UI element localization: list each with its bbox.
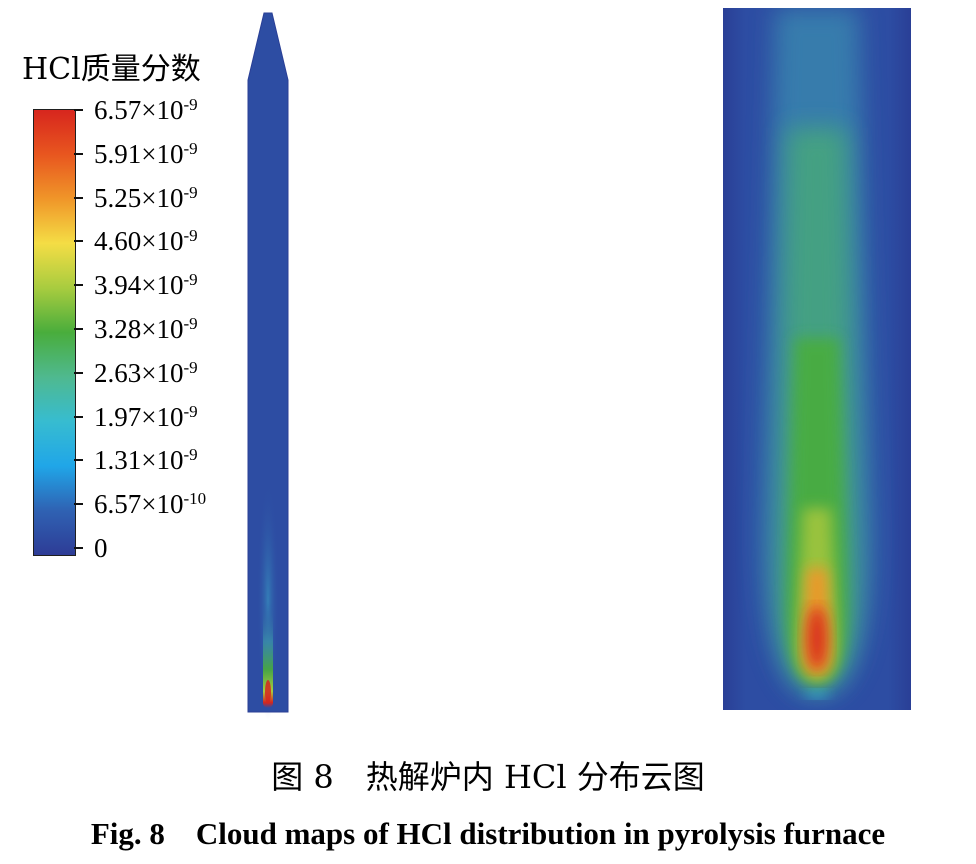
legend-tick-label: 6.57×10-10 — [94, 489, 207, 520]
figure-caption-chinese: 图 8 热解炉内 HCl 分布云图 — [271, 758, 705, 796]
legend-tick-mantissa: 0 — [94, 533, 108, 563]
legend-tick-label: 5.91×10-9 — [94, 138, 198, 169]
legend-tick-mark — [74, 109, 83, 111]
furnace-contour-panel — [723, 8, 911, 710]
legend-tick-label: 2.63×10-9 — [94, 357, 198, 388]
legend-tick-label: 3.28×10-9 — [94, 314, 198, 344]
legend-tick-mantissa: 6.57×10 — [94, 489, 184, 520]
legend-tick-label: 4.60×10-9 — [94, 226, 198, 257]
legend-tick-exponent: -9 — [183, 314, 198, 333]
legend-tick-label: 1.97×10-9 — [94, 401, 198, 432]
legend-tick-mantissa: 6.57×10 — [94, 95, 184, 125]
legend-tick-mantissa: 4.60×10 — [94, 226, 184, 257]
legend-tick-exponent: -9 — [183, 270, 198, 290]
legend-tick-mantissa: 3.94×10 — [94, 270, 184, 301]
legend-colorbar — [33, 109, 76, 556]
legend-tick-mantissa: 1.31×10 — [94, 445, 184, 476]
legend-tick-exponent: -10 — [183, 489, 207, 509]
legend-tick-exponent: -9 — [183, 401, 198, 421]
legend-tick-mark — [74, 196, 83, 199]
legend-tick-mark — [74, 240, 83, 243]
legend-tick-exponent: -9 — [183, 95, 198, 114]
legend-tick-exponent: -9 — [183, 357, 198, 377]
legend-tick-exponent: -9 — [183, 182, 198, 202]
legend-tick-mark — [74, 415, 83, 418]
legend-tick-mantissa: 2.63×10 — [94, 357, 184, 388]
tube-outline — [247, 12, 289, 713]
legend-tick-exponent: -9 — [183, 226, 198, 246]
furnace-plume — [761, 8, 873, 699]
legend-tick-label: 1.31×10-9 — [94, 445, 198, 476]
legend-tick-mantissa: 5.25×10 — [94, 182, 184, 213]
tube-plume — [263, 430, 273, 708]
legend-tick-mantissa: 5.91×10 — [94, 138, 184, 169]
legend-tick-exponent: -9 — [183, 138, 198, 158]
legend-tick-mark — [74, 328, 83, 330]
figure-caption-english: Fig. 8 Cloud maps of HCl distribution in… — [90, 816, 886, 851]
legend-tick-label: 6.57×10-9 — [94, 95, 198, 125]
legend-tick-label: 5.25×10-9 — [94, 182, 198, 213]
legend-tick-mantissa: 1.97×10 — [94, 401, 184, 432]
legend-tick-mark — [74, 284, 83, 287]
legend-tick-mark — [74, 547, 83, 549]
legend-tick-mark — [74, 459, 83, 462]
legend-tick-mark — [74, 371, 83, 374]
legend-tick-mantissa: 3.28×10 — [94, 314, 184, 344]
legend-tick-exponent: -9 — [183, 445, 198, 465]
legend-tick-mark — [74, 503, 83, 506]
legend-tick-label: 0 — [94, 535, 108, 562]
legend-tick-label: 3.94×10-9 — [94, 270, 198, 301]
legend-title: HCl质量分数 — [22, 52, 201, 87]
legend-tick-mark — [74, 152, 83, 155]
tube-plume-core — [265, 680, 271, 704]
